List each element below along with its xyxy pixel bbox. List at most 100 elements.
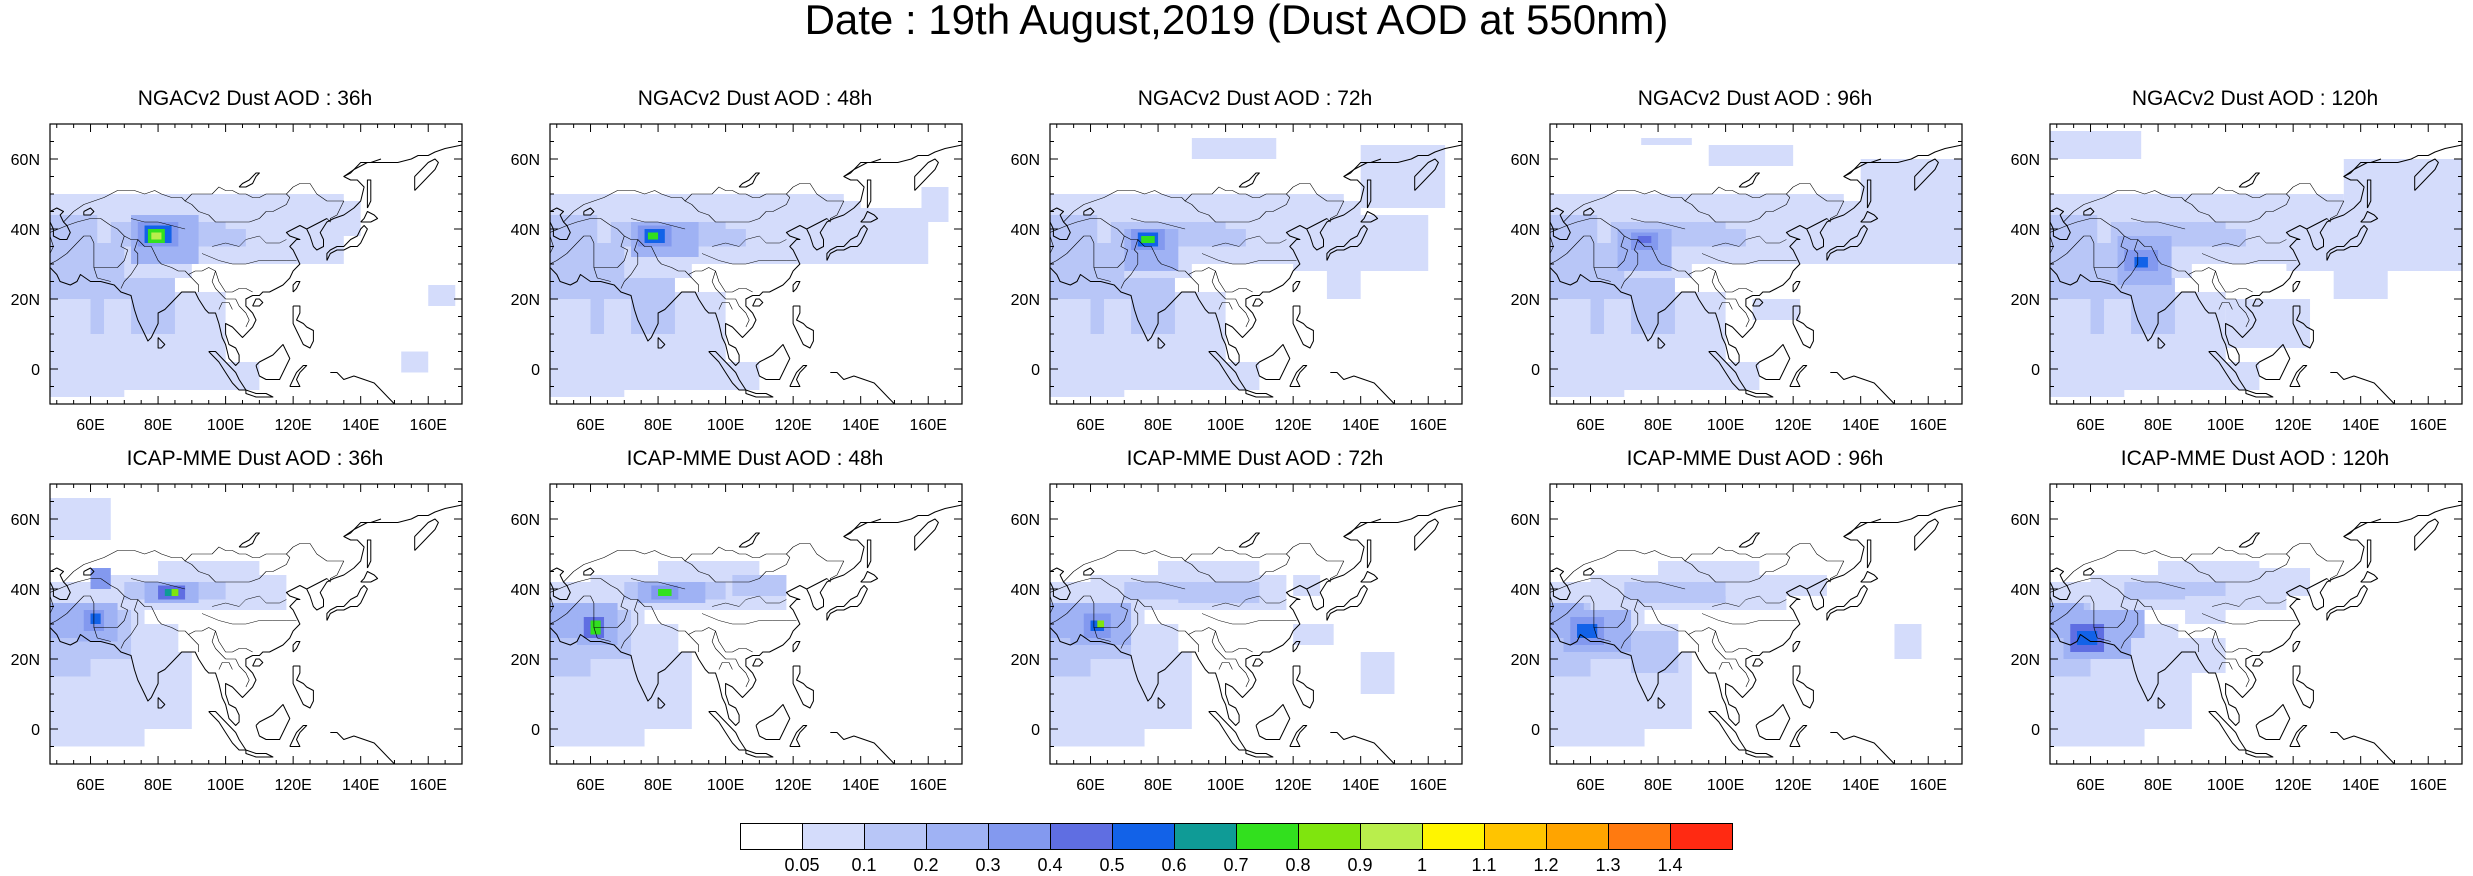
aod-cell xyxy=(1137,624,1179,652)
country-border xyxy=(2120,239,2139,289)
coastline xyxy=(1326,225,1368,261)
aod-cell xyxy=(1191,138,1277,159)
country-border xyxy=(2063,543,2345,583)
colorbar-swatch xyxy=(1174,823,1237,850)
coastlines xyxy=(2050,504,2462,764)
coastline xyxy=(1550,504,1962,726)
country-border xyxy=(1093,235,1128,268)
lon-tick-label: 140E xyxy=(2342,777,2379,794)
lon-tick-label: 160E xyxy=(2410,417,2447,434)
lat-tick-label: 60N xyxy=(1511,152,1540,169)
lon-tick-label: 100E xyxy=(2207,777,2244,794)
coastline xyxy=(2326,585,2368,621)
colorbar-label: 1 xyxy=(1416,855,1428,875)
coastline xyxy=(50,504,462,726)
coastline xyxy=(343,518,382,537)
country-border xyxy=(184,546,287,562)
aod-cell xyxy=(1860,159,1962,208)
coastline xyxy=(550,144,962,366)
coastline xyxy=(1252,658,1264,667)
colorbar-swatch xyxy=(926,823,989,850)
lat-tick-label: 0 xyxy=(1531,362,1540,379)
coastline xyxy=(789,365,808,387)
aod-cell xyxy=(1752,299,1800,320)
coastline xyxy=(2238,172,2260,188)
country-border xyxy=(1563,543,1845,583)
panel-title: NGACv2 Dust AOD : 120h xyxy=(2131,87,2379,110)
lon-tick-label: 80E xyxy=(2144,777,2172,794)
country-border xyxy=(218,302,233,310)
aod-cell xyxy=(1631,631,1679,673)
country-border xyxy=(2188,274,2199,292)
country-border xyxy=(225,658,250,688)
country-border xyxy=(1211,270,1226,300)
coastline xyxy=(745,389,774,398)
dust-aod-field xyxy=(2050,561,2311,747)
coastline xyxy=(414,518,439,551)
colorbar-label: 1.2 xyxy=(1533,855,1559,875)
country-border xyxy=(1184,186,1287,202)
coastline xyxy=(2245,389,2274,398)
coastline xyxy=(343,158,382,177)
aod-cell xyxy=(1678,362,1760,390)
lat-tick-label: 20N xyxy=(2011,292,2040,309)
aod-cell xyxy=(732,575,787,596)
aod-cell xyxy=(658,589,672,596)
colorbar-label: 0.1 xyxy=(851,855,877,875)
coastline xyxy=(1752,658,1764,667)
country-border xyxy=(1620,599,1639,649)
coastline xyxy=(789,725,808,747)
colorbar-label: 0.4 xyxy=(1037,855,1063,875)
dust-aod-field xyxy=(1050,138,1446,397)
lat-tick-label: 20N xyxy=(1011,292,1040,309)
aod-cell xyxy=(1637,582,1726,603)
aod-cell xyxy=(2158,194,2294,215)
lat-tick-label: 40N xyxy=(1011,222,1040,239)
coastline xyxy=(289,365,308,387)
coastline xyxy=(1289,365,1308,387)
river xyxy=(712,235,787,247)
country-border xyxy=(63,183,345,223)
coastline xyxy=(2083,567,2095,576)
lat-tick-label: 40N xyxy=(2011,222,2040,239)
coastline xyxy=(1083,567,1095,576)
river xyxy=(701,613,797,625)
river xyxy=(1212,595,1287,607)
lon-tick-label: 80E xyxy=(1644,777,1672,794)
coastline xyxy=(1860,211,1879,223)
country-border xyxy=(1550,578,1753,653)
coastline xyxy=(238,172,260,188)
coastline xyxy=(292,281,301,293)
panel-title: NGACv2 Dust AOD : 48h xyxy=(637,87,873,110)
map-panel: ICAP-MME Dust AOD : 96h 60E 80E 100E 120E 140… xyxy=(1500,448,1963,794)
aod-cell xyxy=(1550,215,1598,254)
coastline xyxy=(2252,658,2264,667)
country-border xyxy=(211,270,226,300)
country-border xyxy=(93,595,128,628)
coastline xyxy=(1238,532,1260,548)
aod-cell xyxy=(1577,624,1598,638)
dust-aod-field xyxy=(550,187,949,397)
dust-aod-map: 60E 80E 100E 120E 140E 160E 60N 40N 20N 0 xyxy=(511,123,963,434)
coastline xyxy=(1738,172,1760,188)
coastline xyxy=(1330,732,1395,764)
aod-cell xyxy=(1637,236,1652,243)
colorbar-swatch xyxy=(1422,823,1485,850)
country-border xyxy=(1050,595,1095,625)
country-border xyxy=(1725,298,1750,328)
coastline xyxy=(1326,585,1368,621)
coastline xyxy=(1360,571,1379,583)
coastline xyxy=(1826,585,1868,621)
coastlines xyxy=(550,504,962,764)
country-border xyxy=(1120,599,1139,649)
panel-title: ICAP-MME Dust AOD : 120h xyxy=(2120,447,2390,470)
coastline xyxy=(326,585,368,621)
river xyxy=(201,253,297,265)
aod-cell xyxy=(550,215,598,254)
aod-cell xyxy=(725,215,827,229)
coastline xyxy=(2326,225,2368,261)
lon-tick-label: 100E xyxy=(1707,417,1744,434)
coastline xyxy=(1738,532,1760,548)
country-border xyxy=(1050,218,1253,293)
aod-cell xyxy=(2063,694,2125,747)
